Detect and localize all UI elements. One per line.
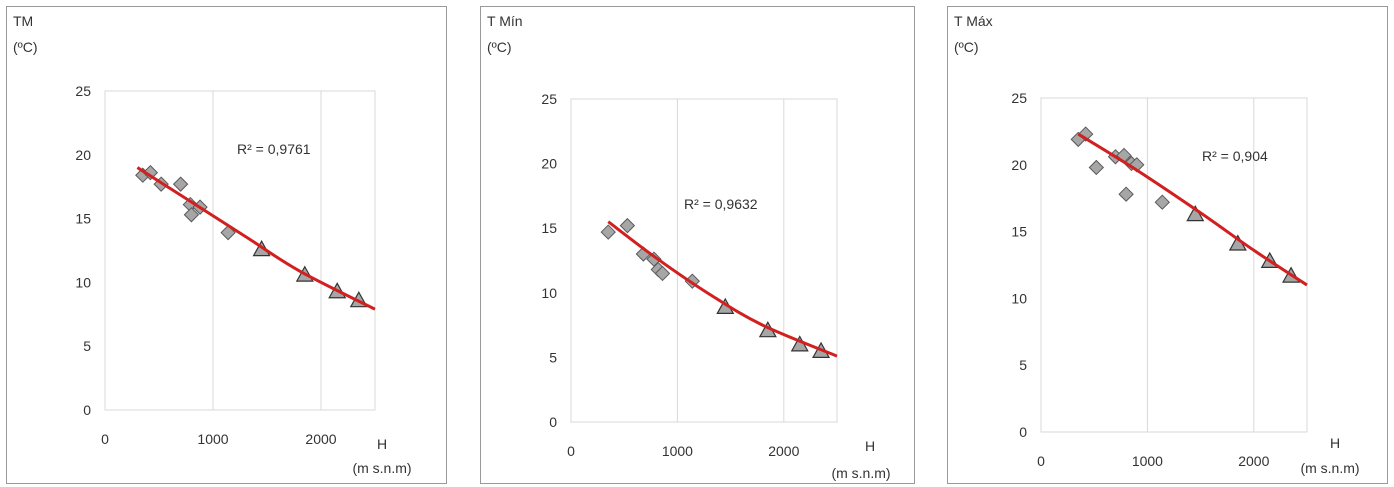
data-point-diamond: [1077, 126, 1094, 142]
x-axis-label: (m s.n.m): [1300, 460, 1359, 476]
chart-svg: 0 1000 2000 0 5 10 15 20 25 T Máx (ºC) H (m s.n.m) R²…: [954, 13, 1360, 476]
y-tick-label: 5: [1019, 357, 1027, 373]
y-tick-label: 15: [1011, 224, 1027, 240]
data-point-diamond: [1118, 186, 1134, 202]
y-axis-label: T Mín: [487, 13, 523, 29]
chart-panel-tm: 0 1000 2000 0 5 10 15 20 25 TM (ºC) H (m s.n.m) R² = …: [6, 6, 447, 484]
x-tick-label: 2000: [305, 431, 336, 447]
y-tick-label: 10: [1011, 290, 1027, 306]
data-point-diamond: [142, 164, 159, 181]
x-axis-label: (m s.n.m): [831, 465, 890, 481]
y-tick-label: 15: [541, 220, 557, 236]
x-tick-label: 1000: [662, 443, 693, 459]
x-tick-label: 0: [1037, 453, 1045, 469]
plot-area: [570, 98, 838, 423]
y-tick-label: 25: [75, 83, 91, 99]
y-axis-label: (ºC): [487, 39, 512, 55]
data-point-diamond: [172, 176, 189, 192]
y-axis-label: T Máx: [954, 13, 993, 29]
data-point-diamond: [654, 265, 671, 282]
y-tick-label: 25: [541, 91, 557, 107]
data-point-diamond: [183, 207, 200, 223]
data-point-diamond: [1088, 159, 1105, 176]
y-tick-label: 0: [549, 414, 557, 430]
x-tick-label: 2000: [1238, 453, 1269, 469]
plot-area: [104, 90, 376, 411]
data-point-diamond: [619, 217, 636, 234]
y-tick-label: 20: [1011, 157, 1027, 173]
plot-area: [1040, 97, 1308, 433]
x-tick-label: 0: [101, 431, 109, 447]
data-point-diamond: [1154, 194, 1171, 210]
y-tick-label: 25: [1011, 90, 1027, 106]
chart-panel-tmin: 0 1000 2000 0 5 10 15 20 25 T Mín (ºC) H (m s.n.m) R²…: [480, 6, 915, 484]
r-squared-label: R² = 0,9632: [684, 196, 758, 212]
y-tick-label: 10: [541, 285, 557, 301]
x-tick-label: 1000: [197, 431, 228, 447]
chart-panel-tmax: 0 1000 2000 0 5 10 15 20 25 T Máx (ºC) H (m s.n.m) R²…: [947, 6, 1388, 484]
x-tick-label: 1000: [1132, 453, 1163, 469]
x-axis-label: H: [377, 436, 387, 452]
y-tick-label: 15: [75, 211, 91, 227]
x-axis-label: (m s.n.m): [352, 460, 411, 476]
y-axis-label: (ºC): [954, 39, 979, 55]
x-axis-label: H: [1330, 435, 1340, 451]
chart-svg: 0 1000 2000 0 5 10 15 20 25 TM (ºC) H (m s.n.m) R² = …: [13, 13, 412, 476]
y-tick-label: 5: [549, 349, 557, 365]
trendline: [1077, 132, 1308, 287]
trendline: [136, 166, 376, 311]
y-tick-label: 10: [75, 274, 91, 290]
y-axis-label: (ºC): [13, 39, 38, 55]
data-point-diamond: [600, 224, 616, 240]
y-tick-label: 0: [83, 402, 91, 418]
x-tick-label: 2000: [768, 443, 799, 459]
y-tick-label: 20: [75, 147, 91, 163]
x-axis-label: H: [865, 438, 875, 454]
trendline: [607, 220, 838, 358]
y-tick-label: 20: [541, 156, 557, 172]
chart-svg: 0 1000 2000 0 5 10 15 20 25 T Mín (ºC) H (m s.n.m) R²…: [487, 13, 891, 481]
y-axis-label: TM: [13, 13, 33, 29]
r-squared-label: R² = 0,904: [1202, 148, 1268, 164]
y-tick-label: 5: [83, 338, 91, 354]
y-tick-label: 0: [1019, 424, 1027, 440]
r-squared-label: R² = 0,9761: [237, 141, 311, 157]
x-tick-label: 0: [567, 443, 575, 459]
